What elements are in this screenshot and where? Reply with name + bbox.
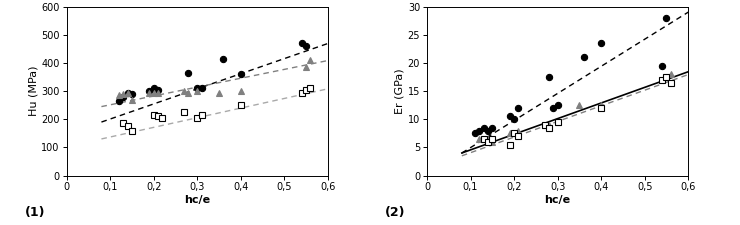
Text: (b): (b) [0,224,1,225]
X-axis label: hc/e: hc/e [184,195,210,205]
Text: (c): (c) [0,224,1,225]
Y-axis label: Hu (MPa): Hu (MPa) [28,66,38,116]
Text: (b): (b) [0,224,1,225]
Text: (c): (c) [0,224,1,225]
Text: (a): (a) [0,224,1,225]
Text: (a): (a) [0,224,1,225]
Text: (2): (2) [386,206,406,219]
X-axis label: hc/e: hc/e [545,195,571,205]
Text: (1): (1) [25,206,45,219]
Y-axis label: Er (GPa): Er (GPa) [395,68,405,114]
